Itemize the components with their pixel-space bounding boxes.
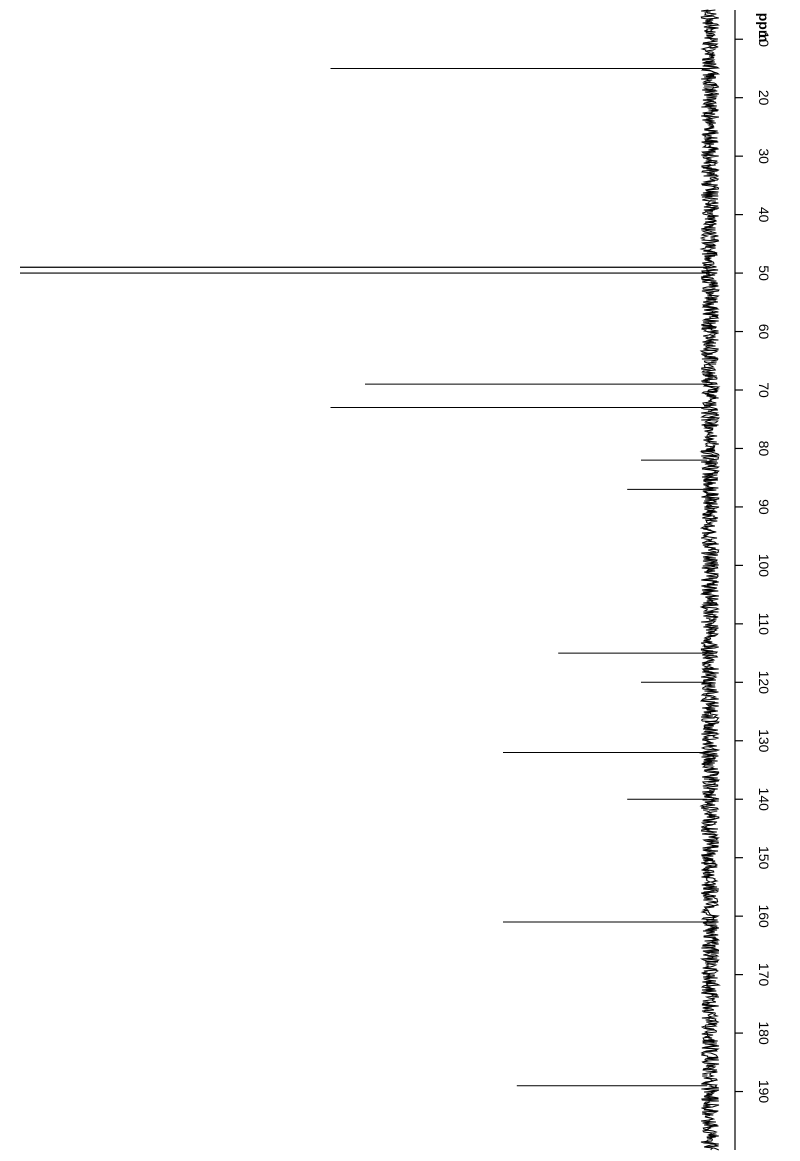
- svg-text:30: 30: [756, 148, 772, 164]
- svg-text:50: 50: [756, 265, 772, 281]
- svg-text:20: 20: [756, 90, 772, 106]
- svg-text:130: 130: [756, 729, 772, 753]
- svg-text:170: 170: [756, 963, 772, 987]
- svg-text:100: 100: [756, 554, 772, 578]
- svg-text:90: 90: [756, 499, 772, 515]
- svg-text:180: 180: [756, 1021, 772, 1045]
- svg-text:150: 150: [756, 846, 772, 870]
- svg-text:80: 80: [756, 441, 772, 457]
- svg-text:110: 110: [756, 613, 772, 636]
- svg-text:120: 120: [756, 671, 772, 695]
- svg-text:70: 70: [756, 382, 772, 398]
- svg-text:160: 160: [756, 904, 772, 928]
- svg-text:40: 40: [756, 207, 772, 223]
- nmr-spectrum: 1020304050607080901001101201301401501601…: [0, 0, 800, 1161]
- svg-text:ppm: ppm: [756, 13, 772, 43]
- svg-text:190: 190: [756, 1080, 772, 1104]
- svg-text:60: 60: [756, 324, 772, 340]
- svg-text:140: 140: [756, 788, 772, 812]
